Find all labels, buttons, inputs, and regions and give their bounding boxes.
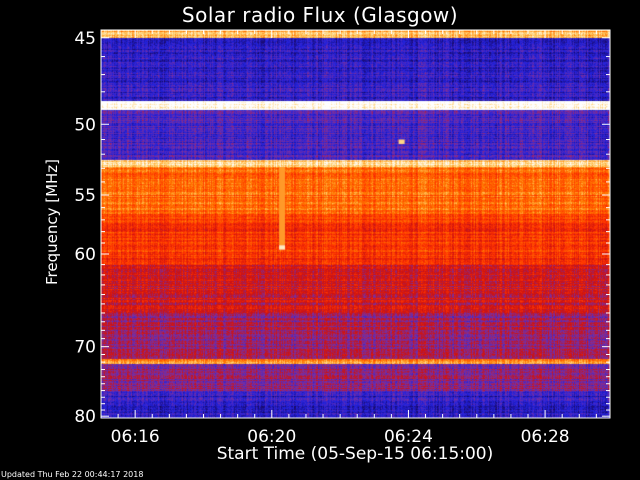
plot-frame [100, 29, 611, 419]
x-axis-label: Start Time (05-Sep-15 06:15:00) [216, 444, 494, 464]
y-tick-label: 45 [74, 29, 96, 49]
updated-timestamp: Updated Thu Feb 22 00:44:17 2018 [1, 470, 144, 479]
y-tick-label: 70 [74, 338, 96, 358]
y-axis-label: Frequency [MHz] [43, 158, 61, 286]
x-tick-label: 06:16 [111, 427, 160, 447]
y-tick-label: 80 [74, 407, 96, 427]
x-tick-label: 06:28 [521, 427, 570, 447]
spectrogram-image [101, 30, 610, 418]
y-tick-label: 60 [74, 245, 96, 265]
x-tick-label: 06:24 [384, 427, 433, 447]
y-tick-label: 50 [74, 115, 96, 135]
y-tick-label: 55 [74, 186, 96, 206]
chart-title: Solar radio Flux (Glasgow) [181, 3, 459, 27]
x-tick-label: 06:20 [247, 427, 296, 447]
